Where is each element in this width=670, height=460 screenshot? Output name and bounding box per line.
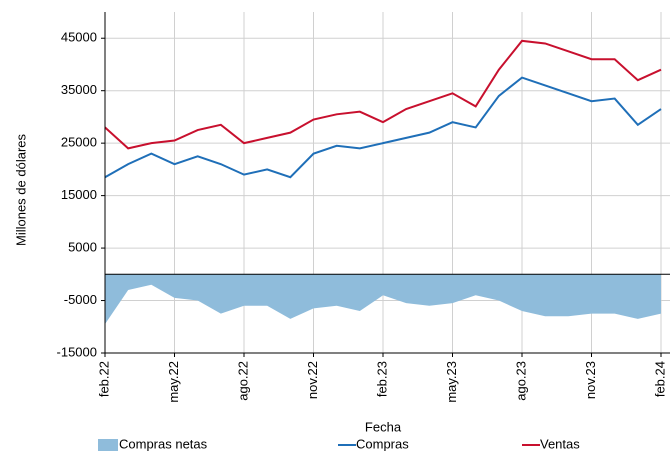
y-tick-label: -15000 [57,344,97,359]
series-line [104,39,662,150]
x-tick-label: may.22 [166,361,181,403]
y-tick-label: 35000 [61,82,97,97]
x-tick-label: ago.23 [513,361,528,401]
series-line [104,76,662,179]
y-tick-label: 45000 [61,30,97,45]
legend-label: Compras netas [119,436,208,451]
x-tick-label: feb.24 [652,361,667,397]
y-tick-label: 15000 [61,187,97,202]
net-area [105,274,661,325]
y-tick-label: -5000 [64,292,97,307]
x-tick-label: feb.22 [96,361,111,397]
legend-swatch [98,439,118,451]
x-tick-label: nov.22 [305,361,320,399]
x-tick-label: nov.23 [583,361,598,399]
legend-label: Compras [356,436,409,451]
x-axis-label: Fecha [365,419,402,434]
y-tick-label: 5000 [68,240,97,255]
legend-label: Ventas [540,436,580,451]
x-tick-label: may.23 [444,361,459,403]
y-axis-label: Millones de dólares [13,134,28,247]
x-tick-label: ago.22 [235,361,250,401]
x-tick-label: feb.23 [374,361,389,397]
y-tick-label: 25000 [61,135,97,150]
